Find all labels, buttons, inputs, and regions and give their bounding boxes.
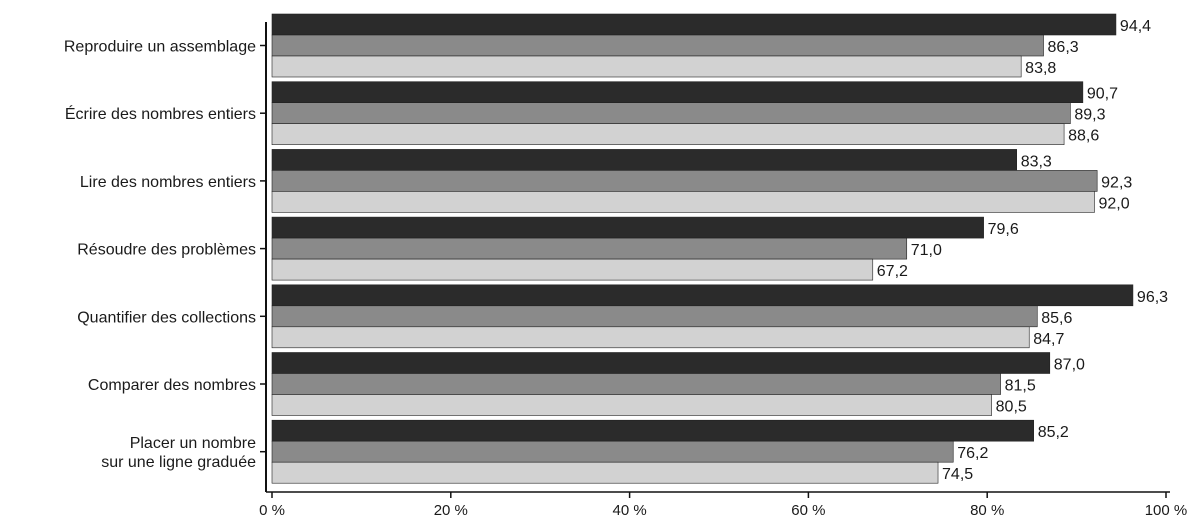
bar-3-2	[271, 258, 874, 281]
value-label-5-1: 81,5	[1005, 378, 1036, 395]
category-label-4: Quantifier des collections	[77, 309, 256, 326]
bar-0-2	[271, 55, 1022, 78]
category-label-6: Placer un nombre sur une ligne graduée	[101, 435, 256, 471]
value-label-3-2: 67,2	[877, 263, 908, 280]
value-label-2-2: 92,0	[1098, 195, 1129, 212]
value-label-3-0: 79,6	[988, 221, 1019, 238]
bar-6-2	[271, 461, 939, 484]
value-label-4-0: 96,3	[1137, 289, 1168, 306]
bar-5-2	[271, 394, 992, 416]
value-label-0-0: 94,4	[1120, 18, 1151, 35]
bar-6-1	[271, 440, 954, 463]
x-tick-label-0: 0 %	[259, 502, 285, 519]
bar-1-0	[271, 81, 1084, 103]
x-tick-label-100: 100 %	[1145, 502, 1188, 519]
category-label-1: Écrire des nombres entiers	[65, 104, 256, 123]
x-tick-label-60: 60 %	[791, 502, 825, 519]
category-label-3: Résoudre des problèmes	[77, 242, 256, 259]
bar-4-1	[271, 305, 1038, 328]
value-label-3-1: 71,0	[911, 242, 942, 259]
bar-5-0	[271, 352, 1051, 374]
value-label-5-0: 87,0	[1054, 357, 1085, 374]
bar-1-2	[271, 123, 1065, 145]
bar-2-1	[271, 170, 1098, 192]
bar-2-0	[271, 149, 1018, 171]
value-label-0-2: 83,8	[1025, 60, 1056, 77]
value-label-6-1: 76,2	[957, 445, 988, 462]
value-label-1-0: 90,7	[1087, 86, 1118, 103]
value-label-6-2: 74,5	[942, 466, 973, 483]
category-label-0: Reproduire un assemblage	[64, 39, 256, 56]
bar-4-0	[271, 284, 1134, 307]
x-tick-label-20: 20 %	[434, 502, 468, 519]
value-label-4-2: 84,7	[1033, 331, 1064, 348]
bar-0-1	[271, 34, 1044, 57]
bar-1-1	[271, 102, 1071, 124]
bar-3-1	[271, 237, 908, 260]
value-label-2-0: 83,3	[1021, 153, 1052, 170]
bar-3-0	[271, 216, 984, 239]
bar-6-0	[271, 419, 1034, 442]
bar-4-2	[271, 326, 1030, 349]
category-label-5: Comparer des nombres	[88, 377, 256, 394]
bar-2-2	[271, 191, 1095, 213]
value-label-2-1: 92,3	[1101, 174, 1132, 191]
value-label-1-1: 89,3	[1074, 107, 1105, 124]
bar-0-0	[271, 13, 1117, 36]
value-label-0-1: 86,3	[1048, 39, 1079, 56]
x-tick-label-80: 80 %	[970, 502, 1004, 519]
bar-5-1	[271, 373, 1001, 395]
value-label-4-1: 85,6	[1041, 310, 1072, 327]
x-tick-label-40: 40 %	[612, 502, 646, 519]
value-label-5-2: 80,5	[996, 399, 1027, 416]
category-label-2: Lire des nombres entiers	[80, 174, 256, 191]
value-label-1-2: 88,6	[1068, 128, 1099, 145]
value-label-6-0: 85,2	[1038, 424, 1069, 441]
